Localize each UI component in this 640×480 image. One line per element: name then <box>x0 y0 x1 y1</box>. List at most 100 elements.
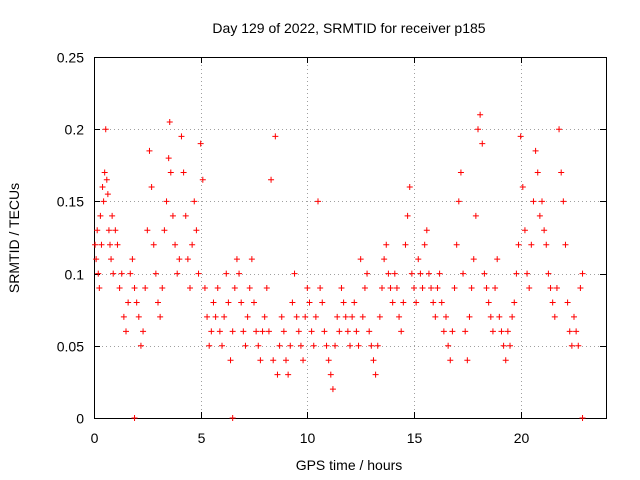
data-point <box>385 270 392 277</box>
data-point <box>472 212 479 219</box>
data-point <box>466 313 473 320</box>
data-point <box>127 270 134 277</box>
data-point <box>268 176 275 183</box>
data-point <box>423 227 430 234</box>
data-point <box>415 256 422 263</box>
y-tick-label: 0.1 <box>65 267 85 283</box>
data-point <box>172 241 179 248</box>
data-point <box>545 270 552 277</box>
data-point <box>274 371 281 378</box>
data-point <box>492 285 499 292</box>
data-point <box>152 270 159 277</box>
data-point <box>349 313 356 320</box>
data-point <box>150 241 157 248</box>
data-point <box>534 169 541 176</box>
data-point <box>340 299 347 306</box>
data-point <box>93 256 100 263</box>
data-point <box>176 256 183 263</box>
data-point <box>278 313 285 320</box>
data-point <box>308 328 315 335</box>
data-point <box>212 313 219 320</box>
data-point <box>221 313 228 320</box>
data-point <box>99 183 106 190</box>
data-point <box>498 328 505 335</box>
data-point <box>280 328 287 335</box>
data-point <box>436 270 443 277</box>
data-point <box>374 342 381 349</box>
data-point <box>547 285 554 292</box>
data-point <box>479 140 486 147</box>
data-point <box>263 285 270 292</box>
data-point <box>285 371 292 378</box>
data-point <box>342 313 349 320</box>
data-point <box>513 270 520 277</box>
data-point <box>204 313 211 320</box>
data-point <box>310 342 317 349</box>
data-point <box>483 285 490 292</box>
data-point <box>560 198 567 205</box>
data-point <box>197 140 204 147</box>
data-point <box>123 328 129 335</box>
data-point <box>300 357 307 364</box>
data-point <box>577 285 584 292</box>
data-point <box>142 285 149 292</box>
data-point <box>133 299 140 306</box>
x-tick-label: 20 <box>514 430 530 446</box>
data-point <box>102 126 109 133</box>
data-point <box>131 415 138 421</box>
data-point <box>355 342 362 349</box>
data-point <box>92 241 99 248</box>
data-point <box>214 285 221 292</box>
data-point <box>287 342 294 349</box>
data-point <box>233 256 240 263</box>
data-point <box>396 313 403 320</box>
data-point <box>189 241 196 248</box>
data-point <box>116 285 123 292</box>
data-point <box>236 270 243 277</box>
data-point <box>191 198 198 205</box>
data-point <box>419 285 426 292</box>
data-point <box>411 285 417 292</box>
data-point <box>329 386 336 393</box>
data-point <box>161 227 168 234</box>
data-point <box>387 285 394 292</box>
data-point <box>184 256 191 263</box>
y-tick-label: 0.25 <box>57 50 84 66</box>
data-point <box>417 270 424 277</box>
data-point <box>515 241 522 248</box>
data-point <box>541 227 548 234</box>
data-point <box>532 147 539 154</box>
data-point <box>187 285 193 292</box>
data-point <box>393 285 400 292</box>
data-point <box>223 270 230 277</box>
y-tick-label: 0 <box>76 411 84 427</box>
data-point <box>528 241 535 248</box>
data-point <box>229 328 236 335</box>
data-point <box>304 285 311 292</box>
data-point <box>521 227 528 234</box>
data-point <box>357 256 364 263</box>
data-point <box>210 299 217 306</box>
data-point <box>366 328 373 335</box>
data-point <box>144 227 151 234</box>
data-point <box>295 328 302 335</box>
data-point <box>108 256 115 263</box>
data-point <box>146 147 153 154</box>
data-point <box>315 198 321 205</box>
data-point <box>470 256 477 263</box>
data-point <box>447 357 454 364</box>
data-point <box>496 313 503 320</box>
data-point <box>114 241 121 248</box>
data-point <box>573 328 580 335</box>
data-point <box>104 191 111 198</box>
data-point <box>94 227 101 234</box>
data-point <box>449 328 456 335</box>
data-point <box>434 285 441 292</box>
data-point <box>276 342 283 349</box>
data-point <box>306 299 313 306</box>
data-point <box>312 313 319 320</box>
y-tick-label: 0.2 <box>65 122 85 138</box>
data-point <box>208 328 215 335</box>
data-point <box>225 299 232 306</box>
